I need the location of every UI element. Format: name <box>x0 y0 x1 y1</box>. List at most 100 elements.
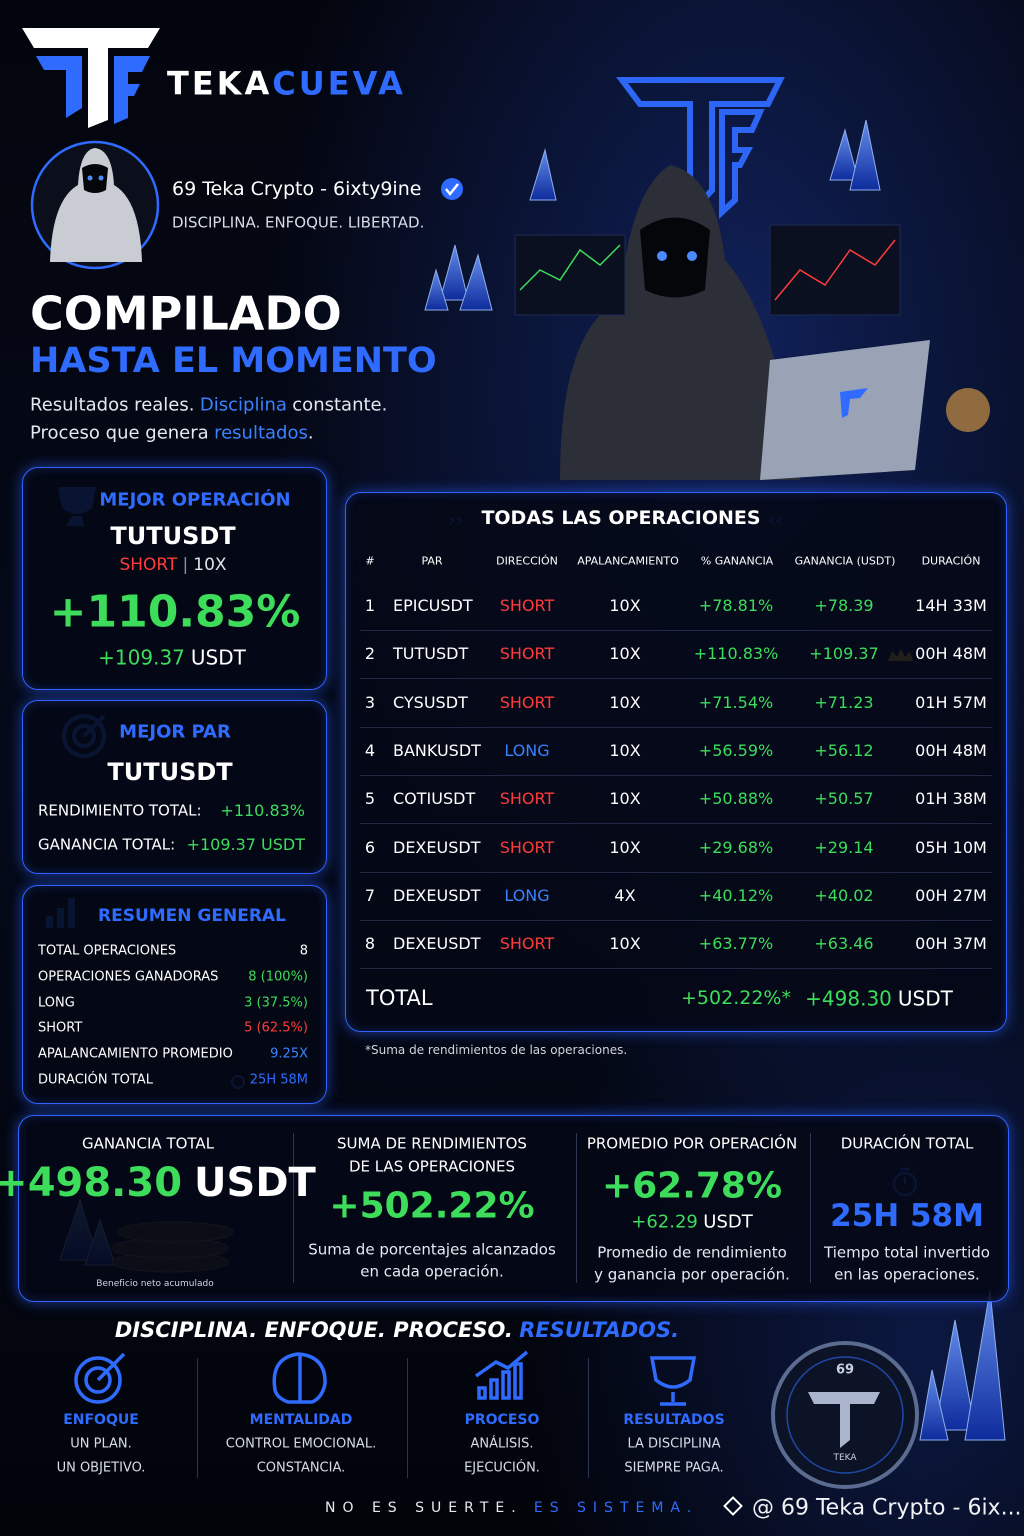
row-label: GANANCIA TOTAL: <box>38 835 176 854</box>
text-span: +109.37 <box>98 645 185 670</box>
text-span: SHORT <box>119 555 178 576</box>
text-span: TEKA <box>167 64 273 103</box>
best-trade-panel <box>22 467 327 690</box>
row-label: TOTAL OPERACIONES <box>38 943 177 959</box>
table-cell: 00H 37M <box>915 933 987 953</box>
table-cell: 10X <box>609 692 641 712</box>
table-cell: DEXEUSDT <box>393 933 481 953</box>
table-cell: SHORT <box>499 837 555 857</box>
row-label: LONG <box>38 995 75 1011</box>
text-span: resultados <box>214 422 308 444</box>
table-cell: BANKUSDT <box>393 740 481 760</box>
table-cell: 4X <box>614 885 636 905</box>
watermark: @ 69 Teka Crypto - 6ix... <box>752 1495 1022 1521</box>
table-cell: 10X <box>609 595 641 615</box>
table-cell: SHORT <box>499 692 555 712</box>
intro-line: Proceso que genera resultados. <box>30 422 314 445</box>
text-span: 10X <box>193 555 227 576</box>
stat-desc: Promedio de rendimiento <box>597 1243 787 1262</box>
stat-value: +62.78% <box>601 1165 783 1207</box>
table-cell: CYSUSDT <box>393 692 468 712</box>
pillar-line: CONTROL EMOCIONAL. <box>225 1436 377 1452</box>
table-cell: DEXEUSDT <box>393 885 481 905</box>
coin-text: TEKA <box>833 1452 857 1463</box>
row-value: +110.83% <box>220 800 305 820</box>
text-span: USDT <box>190 645 246 670</box>
column-header: DURACIÓN <box>921 554 981 568</box>
table-cell: 4 <box>364 740 376 760</box>
row-label: SHORT <box>38 1020 83 1036</box>
pillar-title: ENFOQUE <box>63 1411 139 1428</box>
row-label: DURACIÓN TOTAL <box>38 1072 153 1088</box>
table-cell: +71.23 <box>814 692 874 712</box>
column-header: # <box>365 554 375 568</box>
table-cell: 10X <box>609 788 641 808</box>
table-cell: 14H 33M <box>915 595 987 615</box>
row-value: 8 (100%) <box>248 969 308 985</box>
table-cell: COTIUSDT <box>393 788 476 808</box>
pillar-line: CONSTANCIA. <box>256 1460 346 1476</box>
table-cell: 6 <box>364 837 376 857</box>
table-cell: +50.57 <box>814 788 874 808</box>
divider <box>810 1133 811 1283</box>
table-cell: 10X <box>609 837 641 857</box>
pillar-line: SIEMPRE PAGA. <box>624 1460 724 1476</box>
stat-label: SUMA DE RENDIMIENTOS <box>337 1134 527 1153</box>
stat-caption: Beneficio neto acumulado <box>96 1278 214 1289</box>
divider <box>293 1133 294 1283</box>
table-cell: SHORT <box>499 933 555 953</box>
total-profit: +498.30 USDT <box>805 986 953 1011</box>
panel-label: RESUMEN GENERAL <box>98 906 286 927</box>
table-cell: LONG <box>504 740 550 760</box>
table-cell: 00H 48M <box>915 740 987 760</box>
row-separator <box>360 774 992 776</box>
tagline: DISCIPLINA. ENFOQUE. LIBERTAD. <box>172 213 425 232</box>
profile-name: 69 Teka Crypto - 6ixty9ine <box>172 178 422 201</box>
text-span: USDT <box>194 1160 316 1206</box>
table-cell: 10X <box>609 740 641 760</box>
table-cell: 7 <box>364 885 376 905</box>
pair: TUTUSDT <box>107 758 233 787</box>
divider <box>588 1358 589 1478</box>
row-value: 5 (62.5%) <box>244 1020 308 1036</box>
table-cell: 5 <box>364 788 376 808</box>
text-span: +498.30 <box>0 1160 183 1206</box>
table-cell: 05H 10M <box>915 837 987 857</box>
total-percent: +502.22%* <box>681 987 791 1010</box>
text-span: USDT <box>897 986 953 1011</box>
pillar-line: EJECUCIÓN. <box>464 1460 540 1476</box>
table-title: TODAS LAS OPERACIONES <box>481 507 761 530</box>
table-cell: +78.81% <box>698 595 774 615</box>
coin-text: 69 <box>835 1362 855 1378</box>
panel-label: MEJOR PAR <box>119 721 231 743</box>
intro-line: Resultados reales. Disciplina constante. <box>30 394 387 417</box>
motto: DISCIPLINA. ENFOQUE. PROCESO. RESULTADOS. <box>115 1318 679 1342</box>
best-percent: +110.83% <box>49 586 301 638</box>
divider <box>197 1358 198 1478</box>
pair: TUTUSDT <box>110 522 236 551</box>
table-cell: +109.37 <box>809 644 879 664</box>
stat-label: PROMEDIO POR OPERACIÓN <box>586 1134 798 1153</box>
table-cell: +50.88% <box>698 788 774 808</box>
table-cell: DEXEUSDT <box>393 837 481 857</box>
stat-value: 25H 58M <box>830 1198 984 1235</box>
brand-name: TEKACUEVA <box>167 64 406 103</box>
best-pair-panel <box>22 700 327 874</box>
table-cell: 8 <box>364 933 376 953</box>
table-cell: LONG <box>504 885 550 905</box>
text-span: Disciplina <box>199 394 287 416</box>
table-cell: 00H 27M <box>915 885 987 905</box>
row-separator <box>360 726 992 728</box>
table-cell: SHORT <box>499 788 555 808</box>
trade-setup: SHORT | 10X <box>119 555 227 576</box>
table-cell: +71.54% <box>698 692 774 712</box>
text-span: Resultados reales. <box>30 394 195 416</box>
text-span: RESULTADOS. <box>519 1317 680 1342</box>
stat-desc: Tiempo total invertido <box>824 1243 990 1262</box>
row-separator <box>360 678 992 680</box>
pillar-line: ANÁLISIS. <box>470 1436 534 1452</box>
row-separator <box>360 968 992 970</box>
stat-desc: en las operaciones. <box>834 1265 980 1284</box>
stats-panel <box>18 1115 1009 1302</box>
